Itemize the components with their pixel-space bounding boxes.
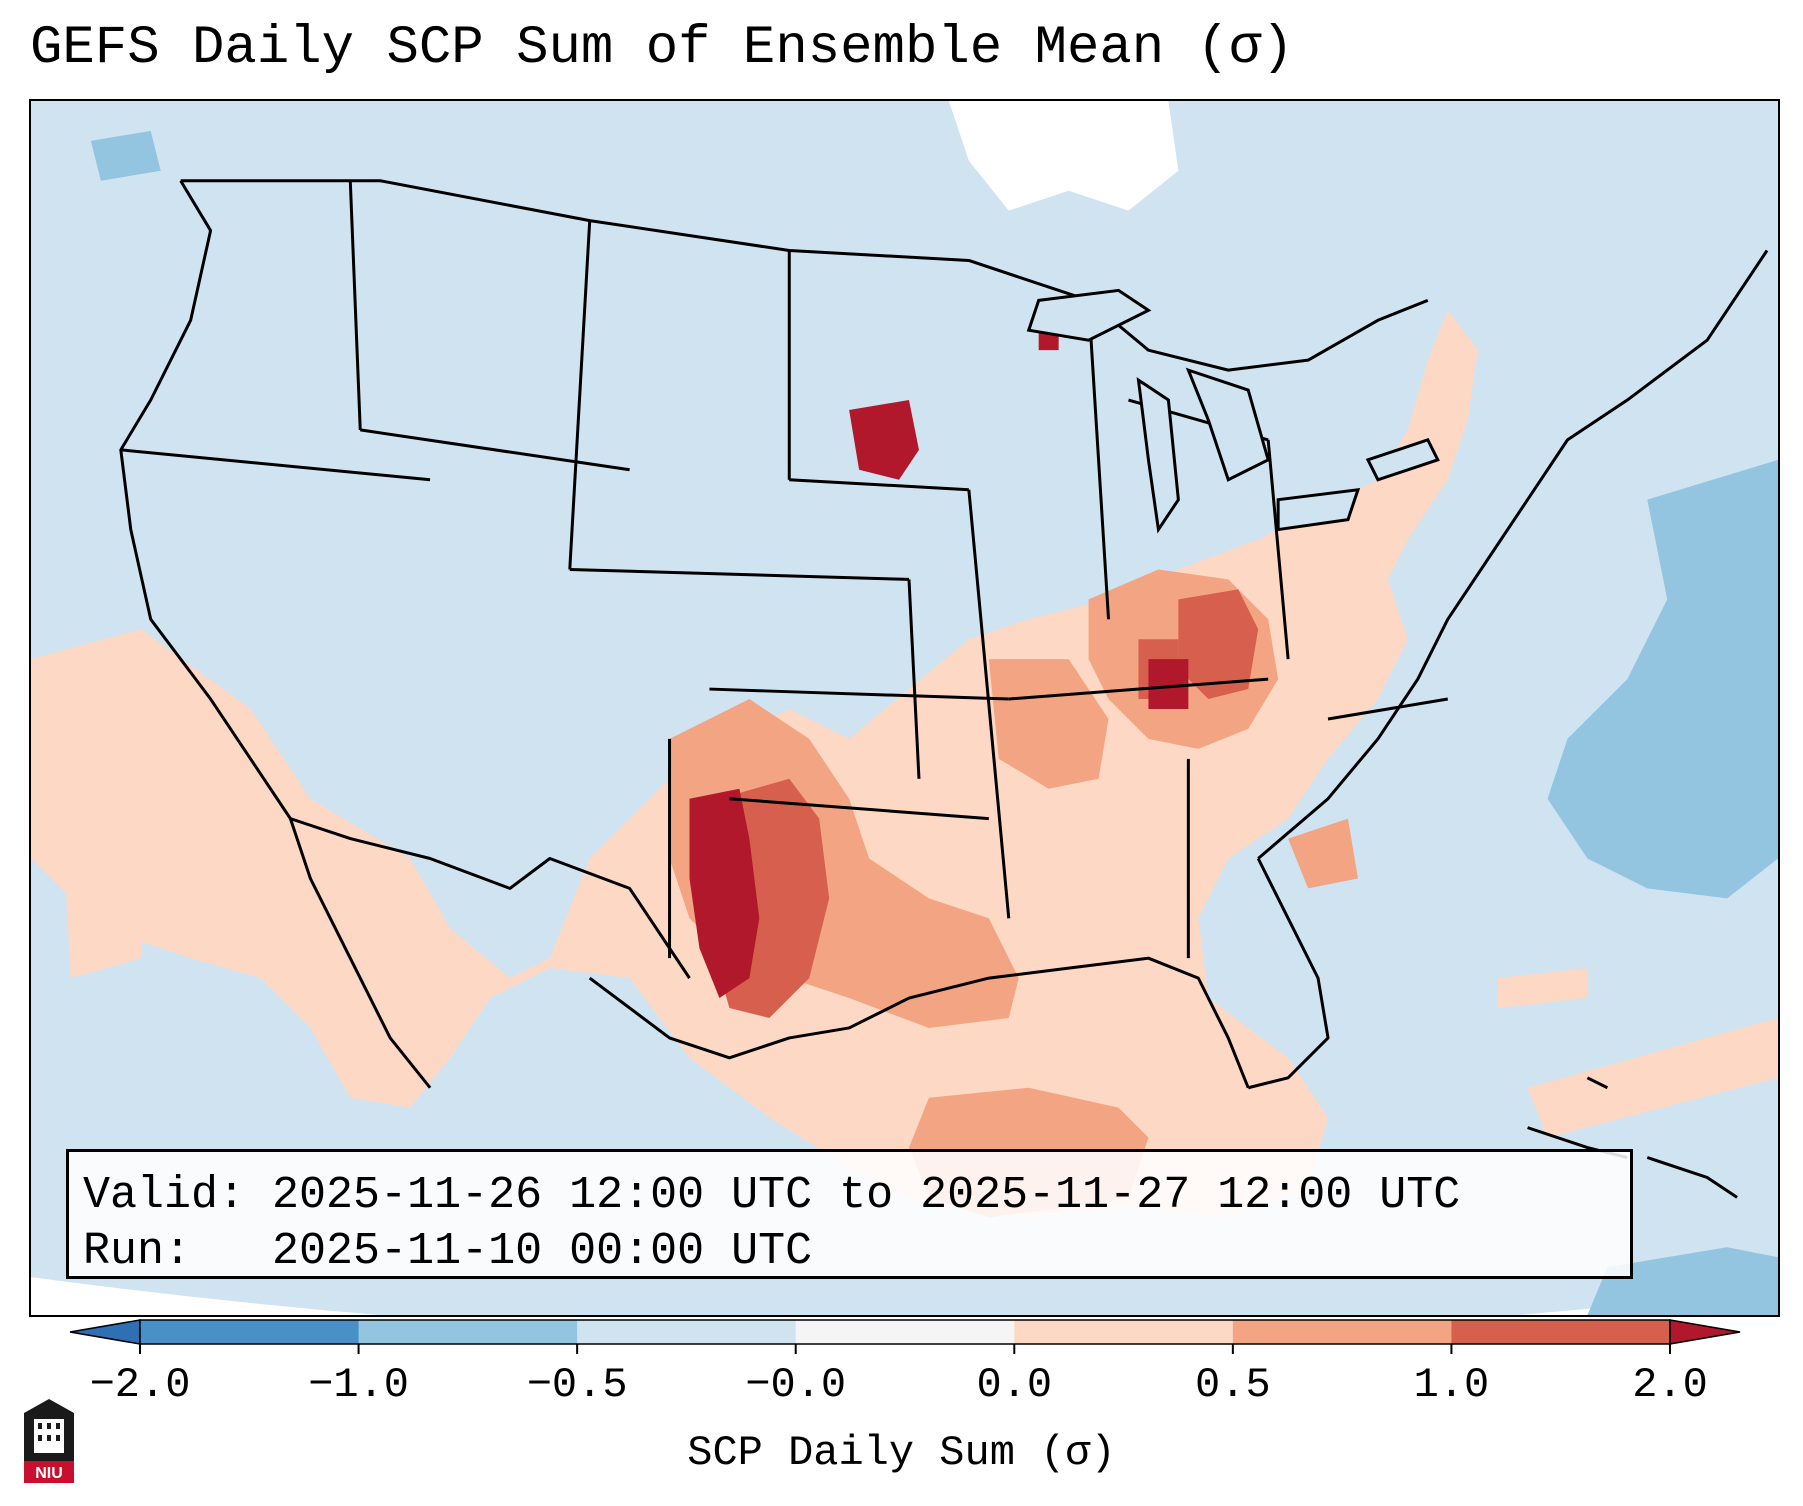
colorbar-bin [577,1320,797,1344]
logo-building-icon [34,1419,64,1453]
niu-logo: NIU [24,1399,74,1483]
boundaries [119,179,1769,1090]
map-title: GEFS Daily SCP Sum of Ensemble Mean (σ) [30,18,1294,79]
colorbar [69,1319,1741,1354]
colorbar-svg [69,1319,1741,1354]
logo-text: NIU [35,1465,63,1482]
colorbar-bin [1232,1320,1452,1344]
valid-value: 2025-11-26 12:00 UTC to 2025-11-27 12:00… [272,1170,1461,1221]
west-coast [119,179,292,820]
colorbar-extend-low [69,1319,141,1345]
run-value: 2025-11-10 00:00 UTC [272,1226,813,1277]
east-coast [1257,249,1769,860]
run-label: Run: [83,1226,192,1277]
logo-band [24,1461,74,1483]
valid-run-info-box: Valid: 2025-11-26 12:00 UTC to 2025-11-2… [66,1149,1633,1279]
colorbar-bin [1014,1320,1234,1344]
colorbar-tick-label: −1.0 [308,1361,409,1409]
colorbar-outline [139,1319,1671,1345]
colorbar-tick-label: 2.0 [1632,1361,1708,1409]
map-canvas [31,101,1778,1315]
colorbar-tick-label: 0.0 [976,1361,1053,1409]
colorbar-bin [140,1320,360,1344]
gulf-coast [588,956,1250,1089]
colorbar-tick-label: 0.5 [1195,1361,1271,1409]
colorbar-tick-label: −0.0 [745,1361,847,1409]
colorbar-extend-high [1669,1319,1741,1345]
map-panel[interactable] [29,99,1780,1317]
colorbar-label: SCP Daily Sum (σ) [687,1429,1116,1477]
colorbar-bin [358,1320,578,1344]
scp-field-negative [90,130,1778,1315]
colorbar-tick-label: −0.5 [526,1361,628,1409]
valid-label: Valid: [83,1170,246,1221]
run-row: Run: 2025-11-10 00:00 UTC [83,1224,1630,1280]
mexico-border [289,817,691,979]
great-lakes [1026,288,1440,534]
colorbar-tick-label: 1.0 [1413,1361,1490,1409]
valid-row: Valid: 2025-11-26 12:00 UTC to 2025-11-2… [83,1168,1630,1224]
colorbar-tick-label: −2.0 [89,1361,191,1409]
scp-field-neutral [948,101,1179,211]
colorbar-bin [795,1320,1015,1344]
scp-field-extreme [689,330,1189,999]
colorbar-bin [1451,1320,1671,1344]
